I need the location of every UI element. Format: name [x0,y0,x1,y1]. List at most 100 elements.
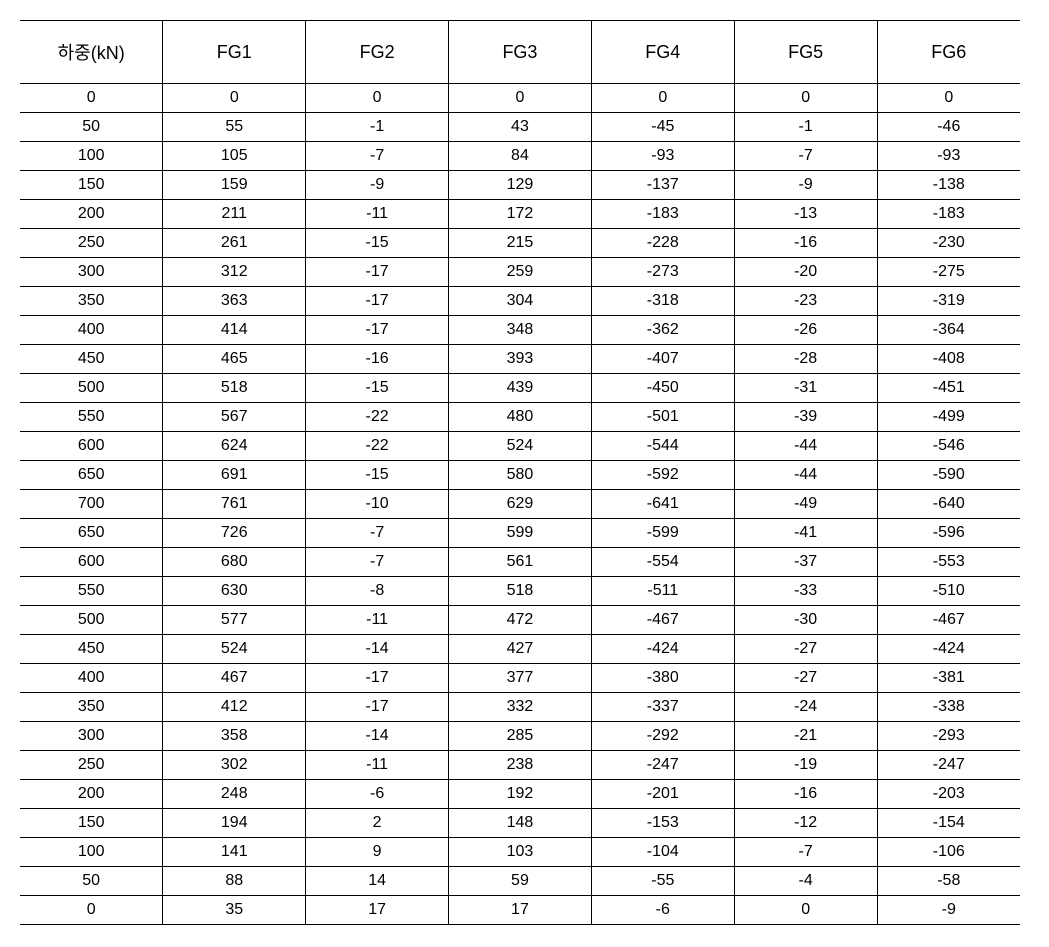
table-cell: -49 [734,490,877,519]
table-cell: 248 [163,780,306,809]
table-cell: -183 [877,200,1020,229]
table-cell: -27 [734,664,877,693]
col-header: FG6 [877,21,1020,84]
table-cell: 43 [449,113,592,142]
col-header: FG1 [163,21,306,84]
table-cell: -408 [877,345,1020,374]
table-cell: 358 [163,722,306,751]
table-cell: 50 [20,113,163,142]
table-cell: -106 [877,838,1020,867]
table-cell: -7 [734,838,877,867]
table-cell: -6 [306,780,449,809]
table-cell: -15 [306,374,449,403]
table-cell: -247 [591,751,734,780]
table-row: 300312-17259-273-20-275 [20,258,1020,287]
table-cell: 0 [591,84,734,113]
table-cell: -22 [306,432,449,461]
table-cell: 17 [306,896,449,925]
table-cell: 0 [877,84,1020,113]
table-cell: -31 [734,374,877,403]
table-cell: 427 [449,635,592,664]
table-row: 600624-22524-544-44-546 [20,432,1020,461]
table-row: 0000000 [20,84,1020,113]
table-cell: 50 [20,867,163,896]
table-cell: -93 [877,142,1020,171]
table-cell: -153 [591,809,734,838]
table-cell: 550 [20,403,163,432]
table-cell: 350 [20,693,163,722]
table-cell: -9 [734,171,877,200]
table-row: 550630-8518-511-33-510 [20,577,1020,606]
table-cell: -11 [306,751,449,780]
table-cell: 103 [449,838,592,867]
table-row: 450465-16393-407-28-408 [20,345,1020,374]
table-cell: -450 [591,374,734,403]
table-row: 50881459-55-4-58 [20,867,1020,896]
table-cell: -362 [591,316,734,345]
table-cell: -55 [591,867,734,896]
table-cell: -17 [306,664,449,693]
table-cell: -16 [734,780,877,809]
table-cell: -137 [591,171,734,200]
table-cell: 377 [449,664,592,693]
table-row: 1501942148-153-12-154 [20,809,1020,838]
table-cell: 100 [20,142,163,171]
table-cell: 600 [20,548,163,577]
table-row: 450524-14427-424-27-424 [20,635,1020,664]
table-cell: 211 [163,200,306,229]
table-cell: 550 [20,577,163,606]
table-cell: 580 [449,461,592,490]
table-cell: -20 [734,258,877,287]
table-cell: -15 [306,229,449,258]
table-cell: -15 [306,461,449,490]
table-cell: 350 [20,287,163,316]
table-cell: 524 [163,635,306,664]
table-cell: -275 [877,258,1020,287]
table-row: 1001419103-104-7-106 [20,838,1020,867]
table-cell: -9 [306,171,449,200]
table-cell: -44 [734,432,877,461]
table-cell: 680 [163,548,306,577]
table-cell: 300 [20,258,163,287]
table-cell: -14 [306,635,449,664]
table-cell: 332 [449,693,592,722]
table-cell: -24 [734,693,877,722]
table-cell: 0 [20,84,163,113]
table-cell: -41 [734,519,877,548]
table-body: 00000005055-143-45-1-46100105-784-93-7-9… [20,84,1020,925]
table-cell: -424 [877,635,1020,664]
col-header: FG2 [306,21,449,84]
col-header: FG5 [734,21,877,84]
data-table: 하중(kN) FG1 FG2 FG3 FG4 FG5 FG6 000000050… [20,20,1020,925]
table-cell: 577 [163,606,306,635]
table-cell: -467 [591,606,734,635]
table-cell: -22 [306,403,449,432]
table-row: 650726-7599-599-41-596 [20,519,1020,548]
table-cell: 148 [449,809,592,838]
table-cell: 2 [306,809,449,838]
table-cell: -641 [591,490,734,519]
table-cell: 518 [449,577,592,606]
table-cell: -318 [591,287,734,316]
table-cell: 524 [449,432,592,461]
col-header: 하중(kN) [20,21,163,84]
table-cell: 650 [20,519,163,548]
table-cell: -154 [877,809,1020,838]
table-cell: -293 [877,722,1020,751]
table-row: 5055-143-45-1-46 [20,113,1020,142]
table-cell: -8 [306,577,449,606]
table-cell: -364 [877,316,1020,345]
table-cell: -4 [734,867,877,896]
table-cell: 14 [306,867,449,896]
table-cell: 600 [20,432,163,461]
table-cell: 200 [20,200,163,229]
table-cell: -7 [306,548,449,577]
table-cell: -380 [591,664,734,693]
table-cell: -17 [306,316,449,345]
table-cell: -58 [877,867,1020,896]
table-cell: -17 [306,258,449,287]
table-row: 150159-9129-137-9-138 [20,171,1020,200]
table-cell: -230 [877,229,1020,258]
table-cell: -273 [591,258,734,287]
table-cell: 312 [163,258,306,287]
